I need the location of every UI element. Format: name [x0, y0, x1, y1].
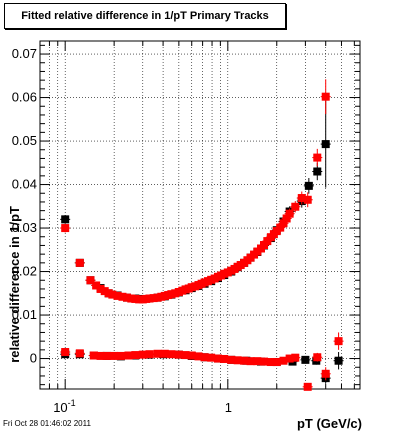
data-point [75, 349, 84, 358]
y-tick-label: 0.03 [12, 220, 37, 235]
data-point [253, 357, 262, 366]
data-point [96, 284, 105, 293]
data-point [61, 224, 70, 233]
data-point [89, 351, 98, 360]
data-point [174, 350, 183, 359]
data-point [279, 219, 288, 228]
data-point [102, 351, 111, 360]
data-point [285, 209, 294, 218]
data-point [321, 140, 330, 149]
y-tick-label: 0 [30, 351, 37, 366]
y-axis-title: relative difference in 1/pT [7, 206, 22, 363]
x-axis-title: pT (GeV/c) [297, 416, 362, 431]
data-point [61, 348, 70, 357]
data-point [227, 355, 236, 364]
data-point [131, 351, 140, 360]
data-point [92, 281, 101, 290]
y-tick-label: 0.07 [12, 46, 37, 61]
data-point [110, 351, 119, 360]
data-point [304, 181, 313, 190]
data-point [246, 357, 255, 366]
data-point [194, 352, 203, 361]
data-point [118, 292, 127, 301]
chart-title: Fitted relative difference in 1/pT Prima… [4, 3, 286, 29]
data-point [266, 358, 275, 367]
data-point [272, 358, 281, 367]
x-tick-label: 1 [225, 400, 232, 415]
y-tick-label: 0.02 [12, 264, 37, 279]
data-point [276, 223, 285, 232]
data-point [233, 356, 242, 365]
series-red [60, 79, 344, 391]
axes: 0 0.01 0.02 0.03 0.04 0.05 0.06 0.07 10-1 1 [12, 41, 360, 415]
timestamp-footer: Fri Oct 28 01:46:02 2011 [3, 419, 91, 428]
data-point [321, 92, 330, 101]
x-tick-label-exponent: -1 [68, 398, 76, 408]
data-point [282, 214, 291, 223]
data-point [301, 355, 310, 364]
data-point [116, 351, 125, 360]
data-point [108, 290, 117, 299]
data-point [285, 354, 294, 363]
data-point [291, 353, 300, 362]
series-layer [60, 79, 344, 391]
y-tick-label: 0.06 [12, 90, 37, 105]
data-point [160, 349, 169, 358]
x-tick-label: 10-1 [53, 398, 75, 415]
x-tick-label-base: 10 [53, 400, 67, 415]
data-point [291, 202, 300, 211]
data-point [145, 350, 154, 359]
y-tick-label: 0.04 [12, 177, 37, 192]
data-point [113, 291, 122, 300]
data-point [334, 356, 343, 365]
y-tick-label: 0.05 [12, 133, 37, 148]
data-point [313, 167, 322, 176]
data-point [167, 350, 176, 359]
data-point [213, 354, 222, 363]
data-point [75, 258, 84, 267]
data-point [321, 369, 330, 378]
data-point [334, 337, 343, 346]
data-point [297, 194, 306, 203]
data-point [153, 349, 162, 358]
data-point [200, 353, 209, 362]
data-point [207, 353, 216, 362]
data-point [303, 382, 312, 391]
data-point [303, 195, 312, 204]
data-point [123, 293, 132, 302]
data-point [279, 356, 288, 365]
data-point [124, 351, 133, 360]
y-tick-label: 0.01 [12, 307, 37, 322]
data-point [187, 351, 196, 360]
data-point [61, 215, 70, 224]
data-point [313, 353, 322, 362]
data-point [181, 351, 190, 360]
plot-frame [39, 40, 361, 390]
data-point [313, 153, 322, 162]
data-point [240, 356, 249, 365]
data-point [260, 357, 269, 366]
data-point [96, 351, 105, 360]
data-point [86, 276, 95, 285]
data-point [220, 354, 229, 363]
data-point [138, 350, 147, 359]
